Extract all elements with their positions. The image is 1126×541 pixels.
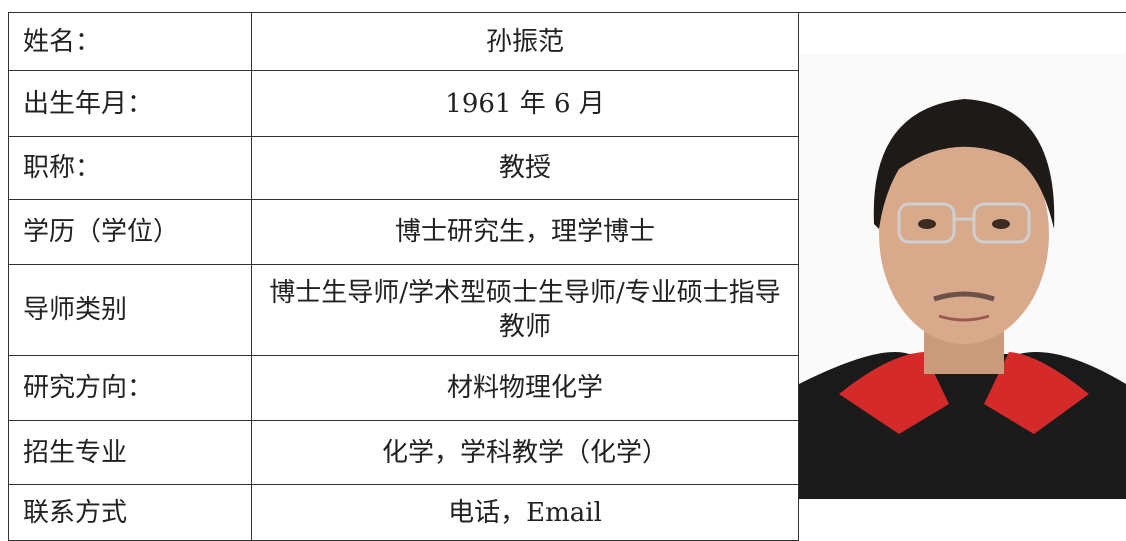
field-label: 导师类别 xyxy=(9,265,252,356)
field-label: 职称： xyxy=(9,137,252,200)
field-value: 博士生导师/学术型硕士生导师/专业硕士指导教师 xyxy=(252,265,798,356)
field-label: 出生年月： xyxy=(9,71,252,137)
field-value: 1961 年 6 月 xyxy=(252,71,798,137)
photo-cell xyxy=(798,13,1126,541)
field-label: 学历（学位） xyxy=(9,200,252,265)
field-value: 孙振范 xyxy=(252,13,798,71)
field-label: 联系方式 xyxy=(9,485,252,541)
table-row: 姓名：孙振范 xyxy=(9,13,1126,71)
field-value: 材料物理化学 xyxy=(252,356,798,421)
portrait-photo xyxy=(799,54,1126,499)
field-label: 招生专业 xyxy=(9,421,252,485)
field-value: 博士研究生，理学博士 xyxy=(252,200,798,265)
profile-table: 姓名：孙振范 出生年月：1961 年 6 月职称：教授学历（学位）博士研究生，理… xyxy=(8,12,1126,541)
field-value: 电话，Email xyxy=(252,485,798,541)
field-value: 化学，学科教学（化学） xyxy=(252,421,798,485)
field-value: 教授 xyxy=(252,137,798,200)
field-label: 姓名： xyxy=(9,13,252,71)
table-body: 姓名：孙振范 出生年月：1961 年 6 月职称：教授学历（学位）博士研究生，理… xyxy=(9,13,1126,541)
field-label: 研究方向： xyxy=(9,356,252,421)
